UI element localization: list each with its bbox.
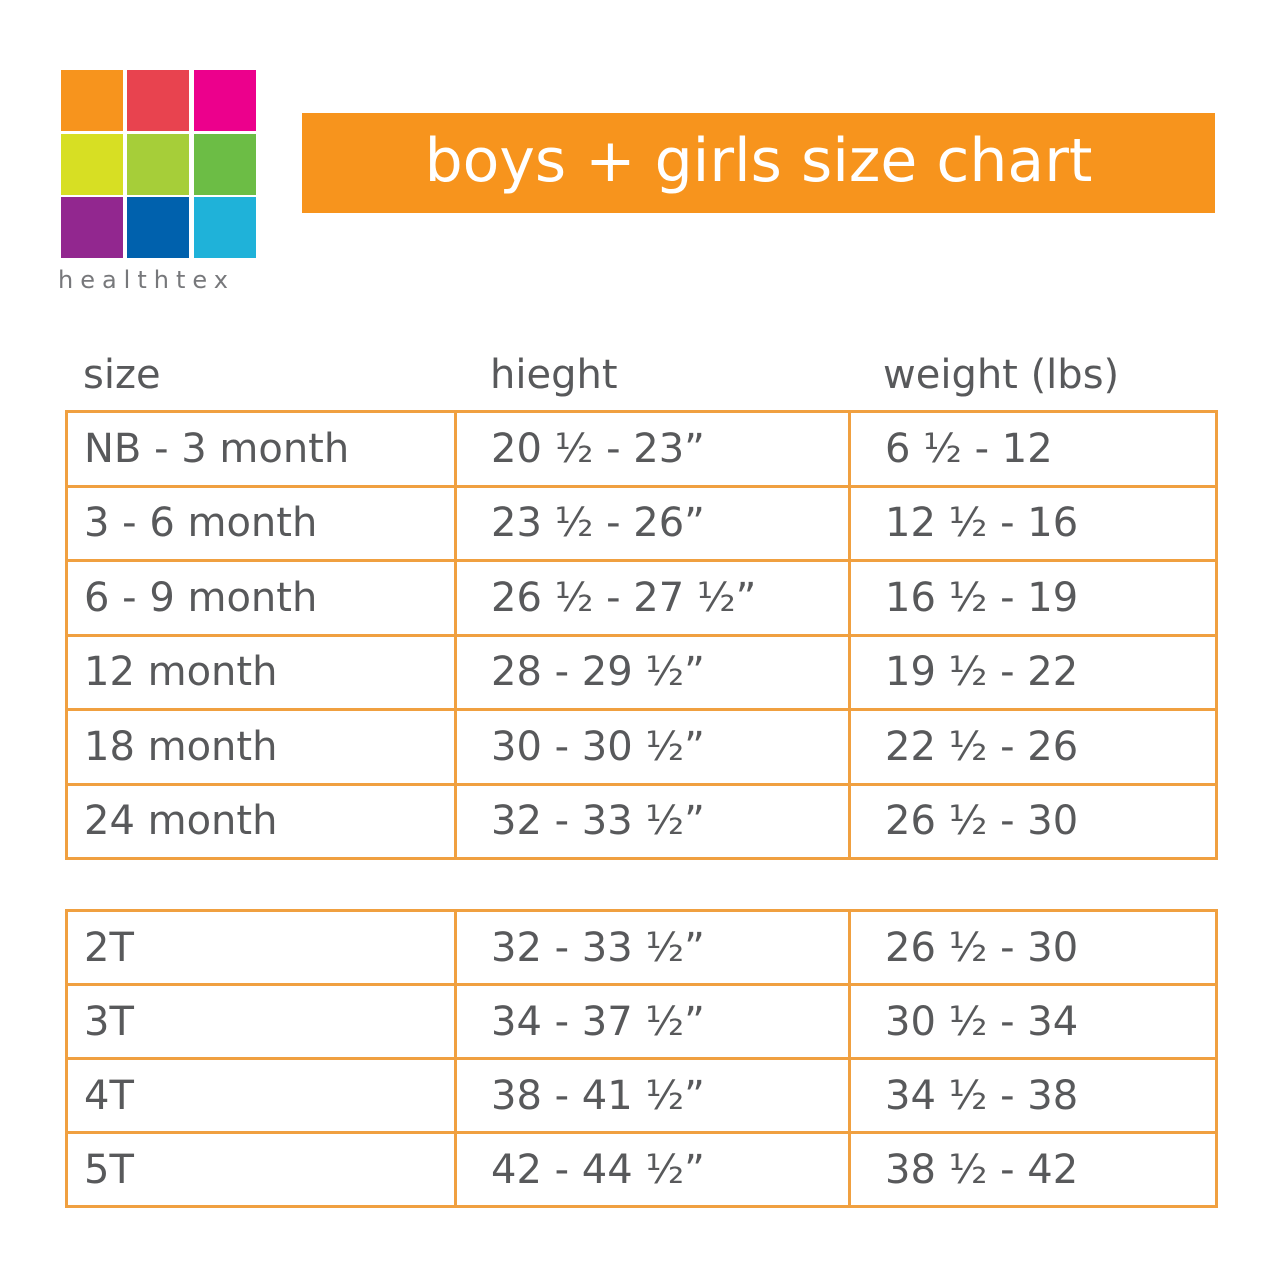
table-row: 3T 34 - 37 ½” 30 ½ - 34 [65, 983, 1218, 1060]
table-cell: 20 ½ - 23” [454, 410, 851, 488]
table-cell: 12 month [65, 633, 457, 711]
logo-square [61, 134, 123, 195]
logo-square [61, 70, 123, 131]
table-cell: 38 ½ - 42 [848, 1131, 1218, 1208]
table-cell: 5T [65, 1131, 457, 1208]
table-row: 12 month 28 - 29 ½” 19 ½ - 22 [65, 633, 1218, 711]
table-cell: 32 - 33 ½” [454, 782, 851, 860]
column-header: size [83, 352, 161, 398]
logo-square [127, 134, 189, 195]
size-table: 2T 32 - 33 ½” 26 ½ - 30 3T 34 - 37 ½” 30 ½ - … [65, 909, 1218, 1208]
logo-square [194, 134, 256, 195]
table-row: 4T 38 - 41 ½” 34 ½ - 38 [65, 1057, 1218, 1134]
table-row: 18 month 30 - 30 ½” 22 ½ - 26 [65, 708, 1218, 786]
table-cell: 4T [65, 1057, 457, 1134]
table-cell: 26 ½ - 30 [848, 909, 1218, 986]
table-cell: 6 - 9 month [65, 559, 457, 637]
table-row: 2T 32 - 33 ½” 26 ½ - 30 [65, 909, 1218, 986]
table-cell: 18 month [65, 708, 457, 786]
table-cell: 28 - 29 ½” [454, 633, 851, 711]
logo-text: healthtex [58, 266, 235, 294]
logo-square [194, 197, 256, 258]
table-cell: 16 ½ - 19 [848, 559, 1218, 637]
table-cell: 26 ½ - 30 [848, 782, 1218, 860]
table-cell: 3T [65, 983, 457, 1060]
table-cell: 2T [65, 909, 457, 986]
table-cell: 19 ½ - 22 [848, 633, 1218, 711]
size-table: NB - 3 month 20 ½ - 23” 6 ½ - 12 3 - 6 mont… [65, 410, 1218, 860]
table-row: 5T 42 - 44 ½” 38 ½ - 42 [65, 1131, 1218, 1208]
table-cell: 30 - 30 ½” [454, 708, 851, 786]
table-cell: 30 ½ - 34 [848, 983, 1218, 1060]
table-cell: 26 ½ - 27 ½” [454, 559, 851, 637]
table-row: 3 - 6 month 23 ½ - 26” 12 ½ - 16 [65, 484, 1218, 562]
table-row: 6 - 9 month 26 ½ - 27 ½” 16 ½ - 19 [65, 559, 1218, 637]
table-cell: 23 ½ - 26” [454, 484, 851, 562]
table-row: 24 month 32 - 33 ½” 26 ½ - 30 [65, 782, 1218, 860]
table-cell: NB - 3 month [65, 410, 457, 488]
table-cell: 24 month [65, 782, 457, 860]
table-cell: 42 - 44 ½” [454, 1131, 851, 1208]
table-cell: 3 - 6 month [65, 484, 457, 562]
table-cell: 34 - 37 ½” [454, 983, 851, 1060]
logo-square [127, 197, 189, 258]
column-header: hieght [490, 352, 618, 398]
logo-square [194, 70, 256, 131]
title-banner: boys + girls size chart [302, 113, 1215, 213]
table-cell: 38 - 41 ½” [454, 1057, 851, 1134]
table-row: NB - 3 month 20 ½ - 23” 6 ½ - 12 [65, 410, 1218, 488]
table-cell: 6 ½ - 12 [848, 410, 1218, 488]
table-cell: 34 ½ - 38 [848, 1057, 1218, 1134]
table-cell: 22 ½ - 26 [848, 708, 1218, 786]
logo-square [61, 197, 123, 258]
column-header: weight (lbs) [883, 352, 1120, 398]
table-cell: 32 - 33 ½” [454, 909, 851, 986]
table-cell: 12 ½ - 16 [848, 484, 1218, 562]
logo-square [127, 70, 189, 131]
